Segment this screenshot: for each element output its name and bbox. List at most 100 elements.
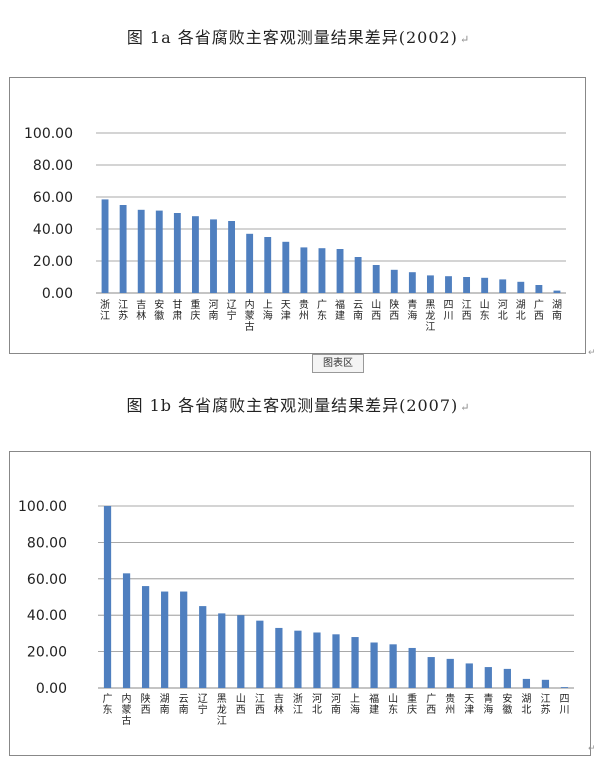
x-category-label: 贵州 <box>299 298 309 322</box>
x-category-label: 黑龙江 <box>425 299 435 333</box>
bar <box>370 642 378 688</box>
x-category-label: 四川 <box>559 694 569 716</box>
x-category-label: 湖南 <box>552 299 562 322</box>
x-category-label: 黑龙江 <box>217 693 227 727</box>
bar-chart-1b: 0.00 20.00 40.00 60.00 80.00 100.00 广东内蒙古陕西湖南云… <box>18 499 574 727</box>
bar <box>354 257 362 293</box>
bar <box>237 615 245 688</box>
x-category-label: 江苏 <box>118 299 128 322</box>
bar <box>191 216 199 293</box>
x-category-label: 云南 <box>179 694 189 716</box>
y-tick-label: 80.00 <box>33 158 73 174</box>
x-category-label: 天津 <box>464 694 474 716</box>
bar <box>351 637 359 688</box>
bar <box>180 591 188 688</box>
bar <box>282 241 290 293</box>
y-tick-label: 100.00 <box>24 126 73 142</box>
figure-caption-1a: 图 1a 各省腐败主客观测量结果差异(2002) ↵ <box>0 24 597 48</box>
x-category-label: 云南 <box>353 300 363 322</box>
x-category-label: 重庆 <box>190 298 200 322</box>
x-category-label: 河南 <box>209 299 219 322</box>
y-tick-label: 0.00 <box>36 681 67 697</box>
figure-caption-1b: 图 1b 各省腐败主客观测量结果差异(2007) ↵ <box>0 392 597 416</box>
x-category-label: 陕西 <box>389 298 399 322</box>
x-category-label: 上海 <box>350 693 360 716</box>
bar-series <box>101 199 561 293</box>
bar <box>256 620 264 688</box>
x-category-label: 安徽 <box>502 692 512 716</box>
x-category-label: 广东 <box>317 299 327 322</box>
bar <box>390 269 398 293</box>
y-tick-label: 40.00 <box>33 222 73 238</box>
bar <box>446 658 454 688</box>
bar <box>332 634 340 688</box>
bar <box>517 281 525 293</box>
bar <box>560 687 569 688</box>
chart-area-1a[interactable]: 0.00 20.00 40.00 60.00 80.00 100.00 浙江 江苏 吉林 安徽 甘肃… <box>9 77 586 354</box>
bar <box>372 265 380 293</box>
chart-area-tab: 图表区 <box>312 354 364 373</box>
y-tick-label: 80.00 <box>27 535 67 551</box>
x-category-label: 吉林 <box>136 299 146 322</box>
bar <box>122 573 131 688</box>
y-tick-label: 60.00 <box>33 190 73 206</box>
bar <box>103 506 112 688</box>
bar <box>481 277 489 293</box>
bar <box>228 221 236 293</box>
x-category-label: 山东 <box>480 299 490 322</box>
bar <box>522 678 531 688</box>
gridlines <box>96 132 566 294</box>
x-category-label: 陕西 <box>141 692 151 716</box>
x-category-label: 河南 <box>331 693 341 716</box>
bar <box>173 213 181 293</box>
x-category-label: 浙江 <box>100 299 110 322</box>
bar <box>465 663 473 688</box>
x-category-label: 山西 <box>371 299 381 322</box>
x-category-label: 山西 <box>236 693 246 716</box>
x-category-label: 辽宁 <box>227 299 237 322</box>
x-category-label: 福建 <box>369 692 379 716</box>
x-category-label: 河北 <box>312 693 322 716</box>
x-category-label: 江西 <box>462 299 472 322</box>
bar <box>210 219 217 293</box>
bar <box>499 279 507 293</box>
x-category-label: 青海 <box>407 298 417 322</box>
x-category-label: 青海 <box>483 692 493 716</box>
bar <box>408 647 416 688</box>
bar <box>101 199 109 293</box>
x-category-label: 湖南 <box>160 693 170 716</box>
x-category-label: 福建 <box>335 298 345 322</box>
x-category-label: 湖北 <box>521 693 531 716</box>
bar <box>426 275 434 293</box>
x-category-label: 广西 <box>426 693 436 716</box>
bar <box>336 249 344 293</box>
x-category-label: 贵州 <box>445 692 455 716</box>
bar <box>141 586 150 688</box>
x-category-label: 上海 <box>263 299 273 322</box>
x-category-label: 重庆 <box>407 692 417 716</box>
bar-chart-1a: 0.00 20.00 40.00 60.00 80.00 100.00 浙江江苏吉林安徽甘肃… <box>24 126 566 333</box>
bar <box>427 657 435 688</box>
bar <box>535 285 543 293</box>
bar <box>463 277 471 293</box>
x-category-label: 浙江 <box>293 693 303 716</box>
bar <box>445 276 452 293</box>
paragraph-mark-icon: ↵ <box>588 348 596 358</box>
y-tick-label: 20.00 <box>33 254 73 270</box>
caption-text: 图 1b 各省腐败主客观测量结果差异(2007) <box>126 396 459 415</box>
bar <box>218 613 226 688</box>
y-tick-label: 20.00 <box>27 645 67 661</box>
y-tick-label: 100.00 <box>18 499 67 515</box>
bar <box>137 209 145 293</box>
bar <box>300 247 308 293</box>
bar <box>119 205 127 293</box>
chart-area-1b[interactable]: 0.00 20.00 40.00 60.00 80.00 100.00 广东 内蒙古 陕西 湖南云… <box>9 451 591 756</box>
x-category-label: 内蒙古 <box>122 692 132 727</box>
bar <box>484 667 492 688</box>
x-category-label: 四川 <box>444 300 454 322</box>
bar <box>155 210 163 293</box>
x-category-label: 安徽 <box>154 298 164 322</box>
bar <box>294 630 302 688</box>
x-category-label: 湖北 <box>516 299 526 322</box>
bar-series <box>103 506 569 688</box>
